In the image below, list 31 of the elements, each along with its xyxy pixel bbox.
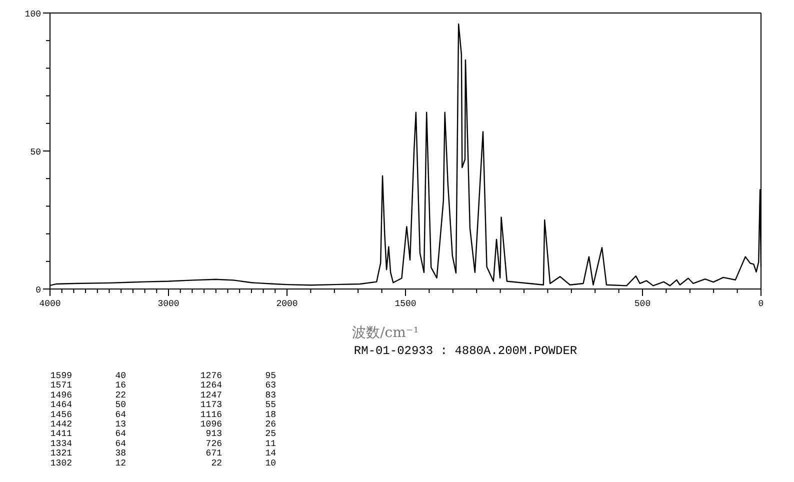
text: 1334 64 bbox=[50, 438, 126, 449]
x-tick-label: 3000 bbox=[158, 299, 180, 309]
x-axis-title: 波数/cm⁻¹ bbox=[352, 325, 419, 341]
text: 671 14 bbox=[206, 448, 276, 459]
x-tick-label: 0 bbox=[758, 299, 764, 309]
text: 1464 50 bbox=[50, 400, 126, 410]
text: 1496 22 bbox=[50, 390, 126, 400]
y-tick-label: 50 bbox=[30, 148, 41, 158]
text: 1411 64 bbox=[50, 429, 126, 440]
text: 1096 26 bbox=[200, 420, 276, 430]
text: 1116 18 bbox=[200, 410, 276, 420]
text: 1321 38 bbox=[50, 448, 126, 459]
x-tick-label: 2000 bbox=[276, 299, 298, 309]
text: 1302 12 bbox=[50, 458, 126, 468]
y-tick-label: 100 bbox=[24, 10, 41, 20]
x-tick-label: 500 bbox=[634, 299, 651, 309]
text: 726 11 bbox=[206, 438, 276, 449]
text: 913 25 bbox=[206, 429, 276, 440]
text: 1276 95 bbox=[200, 371, 276, 381]
text: RM-01-02933 : 4880A.200M.POWDER bbox=[354, 344, 578, 358]
x-tick-label: 1500 bbox=[394, 299, 416, 309]
y-tick-label: 0 bbox=[36, 286, 41, 296]
text: 1571 16 bbox=[50, 380, 126, 391]
text: 1264 63 bbox=[200, 380, 276, 391]
text: 1247 83 bbox=[200, 390, 276, 400]
text: 1442 13 bbox=[50, 420, 126, 430]
text: 1599 40 bbox=[50, 371, 126, 381]
text: 1173 55 bbox=[200, 400, 276, 410]
x-tick-label: 4000 bbox=[39, 299, 61, 309]
text: 22 10 bbox=[211, 458, 276, 468]
text: 1456 64 bbox=[50, 410, 126, 420]
